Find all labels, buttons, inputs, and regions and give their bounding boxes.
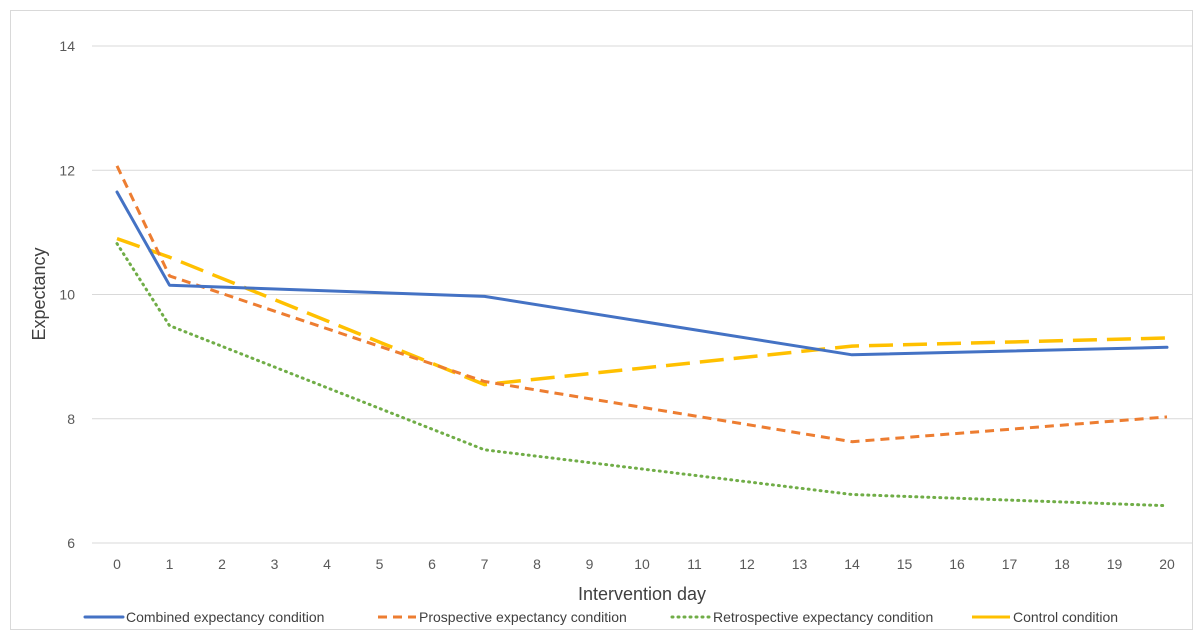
x-axis-title: Intervention day [578,584,706,604]
x-tick-label: 2 [218,556,226,572]
x-tick-label: 13 [792,556,808,572]
x-tick-label: 6 [428,556,436,572]
y-tick-label: 8 [67,411,75,427]
x-tick-label: 9 [586,556,594,572]
legend-item: Control condition [972,609,1118,625]
x-tick-label: 10 [634,556,650,572]
series-lines [115,165,1169,508]
series-line-3 [116,236,1168,387]
x-tick-label: 20 [1159,556,1175,572]
x-tick-label: 5 [376,556,384,572]
x-tick-label: 4 [323,556,331,572]
x-tick-label: 16 [949,556,965,572]
x-tick-label: 15 [897,556,913,572]
x-tick-label: 8 [533,556,541,572]
legend-item: Combined expectancy condition [83,609,324,625]
legend-item: Retrospective expectancy condition [670,609,933,625]
x-tick-label: 3 [271,556,279,572]
y-tick-label: 12 [59,162,75,178]
legend-label: Control condition [1013,609,1118,625]
x-tick-label: 19 [1107,556,1123,572]
legend-label: Prospective expectancy condition [419,609,627,625]
x-tick-label: 18 [1054,556,1070,572]
x-tick-label: 11 [687,556,702,572]
legend-label: Retrospective expectancy condition [713,609,933,625]
legend: Combined expectancy condition Prospective… [83,609,1118,625]
y-axis-title: Expectancy [29,247,49,340]
legend-item: Prospective expectancy condition [378,609,627,625]
x-tick-label: 12 [739,556,755,572]
x-tick-label: 14 [844,556,860,572]
y-tick-label: 10 [59,287,75,303]
chart-frame [10,10,1193,630]
gridlines [92,45,1193,544]
y-tick-label: 14 [59,38,75,54]
series-line-0 [115,190,1169,357]
x-tick-label: 0 [113,556,121,572]
series-line-1 [115,165,1168,444]
y-tick-label: 6 [67,535,75,551]
legend-label: Combined expectancy condition [126,609,324,625]
x-tick-label: 17 [1002,556,1018,572]
x-tick-label: 1 [166,556,174,572]
x-tick-label: 7 [481,556,489,572]
x-tick-labels: 0 1 2 3 4 5 6 7 8 9 10 11 12 13 14 15 16 17 18 19 20 [113,556,1175,572]
y-tick-labels: 6 8 10 12 14 [59,38,75,551]
series-line-2 [115,242,1169,508]
